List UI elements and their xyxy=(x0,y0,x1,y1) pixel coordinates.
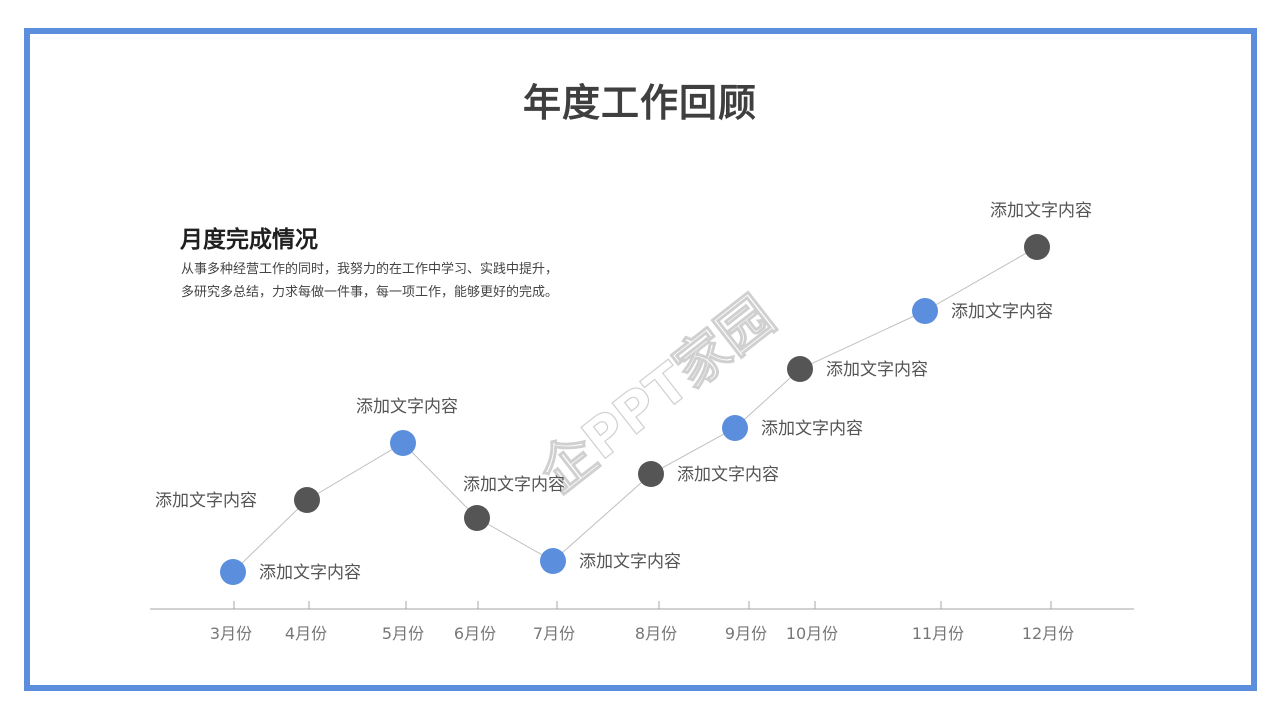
x-axis-label: 4月份 xyxy=(285,624,327,643)
x-axis-label: 12月份 xyxy=(1022,624,1074,643)
data-point-label: 添加文字内容 xyxy=(761,419,863,439)
data-point xyxy=(1024,234,1050,260)
data-point xyxy=(464,505,490,531)
data-point-label: 添加文字内容 xyxy=(579,552,681,572)
data-point xyxy=(390,430,416,456)
data-point xyxy=(540,548,566,574)
x-axis-label: 7月份 xyxy=(533,624,575,643)
data-point-label: 添加文字内容 xyxy=(826,360,928,380)
x-axis-label: 8月份 xyxy=(635,624,677,643)
x-axis-label: 11月份 xyxy=(912,624,964,643)
x-axis-label: 9月份 xyxy=(725,624,767,643)
description-text: 从事多种经营工作的同时，我努力的在工作中学习、实践中提升，多研究多总结，力求每做… xyxy=(181,262,559,300)
x-axis-label: 3月份 xyxy=(210,624,252,643)
data-point xyxy=(912,298,938,324)
data-point-label: 添加文字内容 xyxy=(155,491,257,511)
section-subtitle: 月度完成情况 xyxy=(180,227,318,253)
data-point-label: 添加文字内容 xyxy=(677,465,779,485)
data-point xyxy=(294,487,320,513)
data-point xyxy=(220,559,246,585)
data-point-label: 添加文字内容 xyxy=(990,201,1092,221)
data-point-label: 添加文字内容 xyxy=(356,397,458,417)
data-point xyxy=(787,356,813,382)
x-axis-label: 6月份 xyxy=(454,624,496,643)
data-point xyxy=(638,461,664,487)
x-axis-label: 5月份 xyxy=(382,624,424,643)
trend-line xyxy=(232,246,1038,573)
data-point-label: 添加文字内容 xyxy=(951,302,1053,322)
data-point xyxy=(722,415,748,441)
page-title: 年度工作回顾 xyxy=(522,81,757,125)
data-point-label: 添加文字内容 xyxy=(259,563,361,583)
x-axis-label: 10月份 xyxy=(786,624,838,643)
data-point-label: 添加文字内容 xyxy=(463,475,565,495)
